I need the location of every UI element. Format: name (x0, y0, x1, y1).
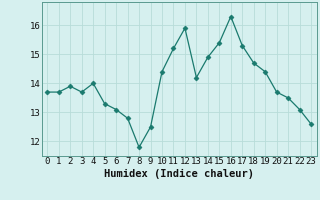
X-axis label: Humidex (Indice chaleur): Humidex (Indice chaleur) (104, 169, 254, 179)
